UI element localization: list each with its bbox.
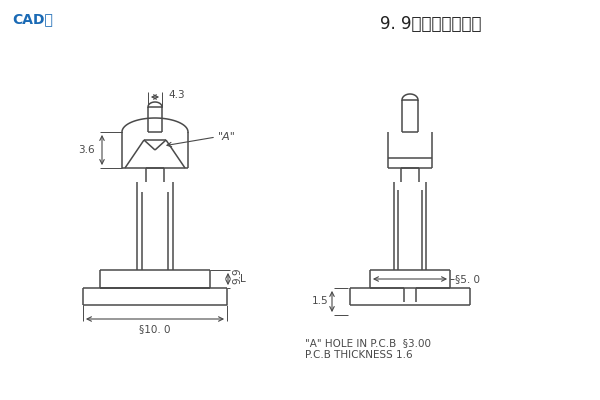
Text: P.C.B THICKNESS 1.6: P.C.B THICKNESS 1.6 [305,350,413,360]
Text: 1.5: 1.5 [311,296,328,306]
Text: §5. 0: §5. 0 [455,274,480,284]
Text: "A" HOLE IN P.C.B  §3.00: "A" HOLE IN P.C.B §3.00 [305,338,431,348]
Text: "A": "A" [218,132,236,142]
Text: L: L [240,274,246,284]
Text: 9. 9间隔距离间隔柱: 9. 9间隔距离间隔柱 [380,15,482,33]
Text: 3.6: 3.6 [77,145,94,155]
Text: CAD图: CAD图 [12,12,53,26]
Text: 4.3: 4.3 [168,90,185,100]
Text: 9.9: 9.9 [232,268,242,284]
Text: §10. 0: §10. 0 [139,324,171,334]
